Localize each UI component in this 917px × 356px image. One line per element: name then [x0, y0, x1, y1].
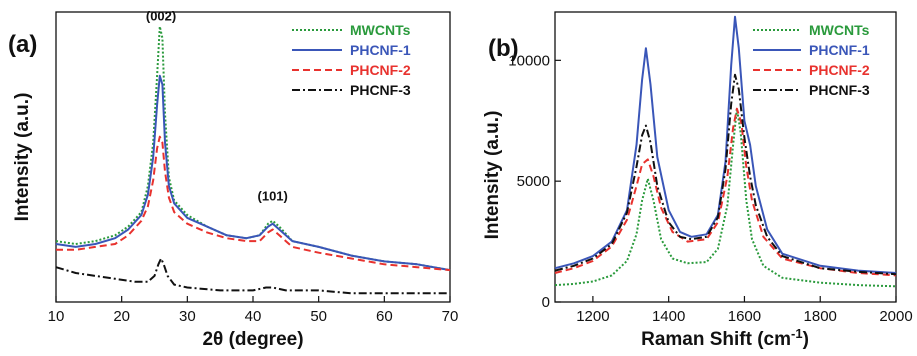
- panel-b-y-tick-label: 10000: [508, 52, 550, 69]
- panel-a-legend: MWCNTs PHCNF-1 PHCNF-2 PHCNF-3: [292, 22, 411, 98]
- panel-b: (b) 1200 1400 1600 1800 2000 0 5000 10000 MWCN…: [482, 11, 913, 350]
- panel-a-x-tick-label: 50: [310, 308, 327, 325]
- panel-a-legend-label-phcnf-2: PHCNF-2: [350, 62, 411, 78]
- panel-a: (a) 10 20 30 40 50 60 70 (002) (101) MWCNTs PHCN…: [8, 9, 458, 350]
- panel-b-x-tick-label: 2000: [879, 308, 912, 325]
- panel-a-x-tick-label: 60: [376, 308, 393, 325]
- panel-b-x-axis-title-main: Raman Shift (cm: [641, 329, 791, 350]
- panel-b-legend-label-phcnf-3: PHCNF-3: [809, 82, 870, 98]
- panel-b-x-axis-title: Raman Shift (cm-1): [641, 326, 809, 350]
- panel-a-y-axis-title: Intensity (a.u.): [12, 93, 33, 222]
- panel-b-legend-label-mwcnts: MWCNTs: [809, 22, 870, 38]
- panel-b-x-tick-label: 1800: [804, 308, 837, 325]
- panel-a-x-axis-title: 2θ (degree): [202, 329, 303, 350]
- panel-b-x-tick-label: 1600: [728, 308, 761, 325]
- panel-a-annotation: (101): [258, 189, 288, 204]
- panel-b-legend: MWCNTs PHCNF-1 PHCNF-2 PHCNF-3: [753, 22, 870, 98]
- panel-a-series-line-phcnf-1: [55, 74, 451, 272]
- panel-a-x-tick-label: 30: [179, 308, 196, 325]
- panel-a-series-group: [55, 25, 451, 295]
- panel-b-x-axis-title-suffix: ): [803, 329, 809, 350]
- panel-a-x-tick-label: 10: [48, 308, 65, 325]
- panel-a-series-line-phcnf-3: [55, 257, 450, 295]
- panel-a-x-tick-label: 20: [113, 308, 130, 325]
- panel-b-label: (b): [488, 35, 519, 62]
- panel-b-x-axis-title-superscript: -1: [791, 326, 803, 341]
- panel-b-legend-label-phcnf-2: PHCNF-2: [809, 62, 870, 78]
- panel-b-y-axis-title: Intensity (a.u.): [482, 111, 503, 240]
- panel-b-legend-label-phcnf-1: PHCNF-1: [809, 42, 870, 58]
- panel-b-y-tick-label: 0: [542, 294, 550, 311]
- panel-b-y-ticks: 0 5000 10000: [508, 52, 561, 311]
- panel-a-x-tick-label: 40: [245, 308, 262, 325]
- panel-a-legend-label-phcnf-3: PHCNF-3: [350, 82, 411, 98]
- panel-b-series-group: [554, 15, 897, 288]
- panel-b-series-line-phcnf-1: [554, 15, 897, 274]
- panel-b-series-line-mwcnts: [554, 107, 897, 288]
- panel-a-x-ticks: 10 20 30 40 50 60 70: [48, 296, 459, 325]
- panel-b-x-tick-label: 1400: [652, 308, 685, 325]
- panel-b-x-tick-label: 1200: [576, 308, 609, 325]
- panel-a-x-tick-label: 70: [442, 308, 459, 325]
- panel-b-frame: [554, 11, 897, 303]
- panel-a-legend-label-phcnf-1: PHCNF-1: [350, 42, 411, 58]
- panel-a-annotation: (002): [146, 9, 176, 24]
- panel-a-legend-label-mwcnts: MWCNTs: [350, 22, 411, 38]
- panel-b-series-line-phcnf-2: [554, 107, 897, 277]
- panel-a-annotations: (002) (101): [146, 9, 288, 204]
- panel-a-series-line-phcnf-2: [56, 135, 451, 272]
- panel-b-x-ticks: 1200 1400 1600 1800 2000: [576, 296, 913, 325]
- panel-b-series-line-phcnf-3: [554, 73, 897, 276]
- panel-a-label: (a): [8, 31, 37, 58]
- panel-b-y-tick-label: 5000: [517, 173, 550, 190]
